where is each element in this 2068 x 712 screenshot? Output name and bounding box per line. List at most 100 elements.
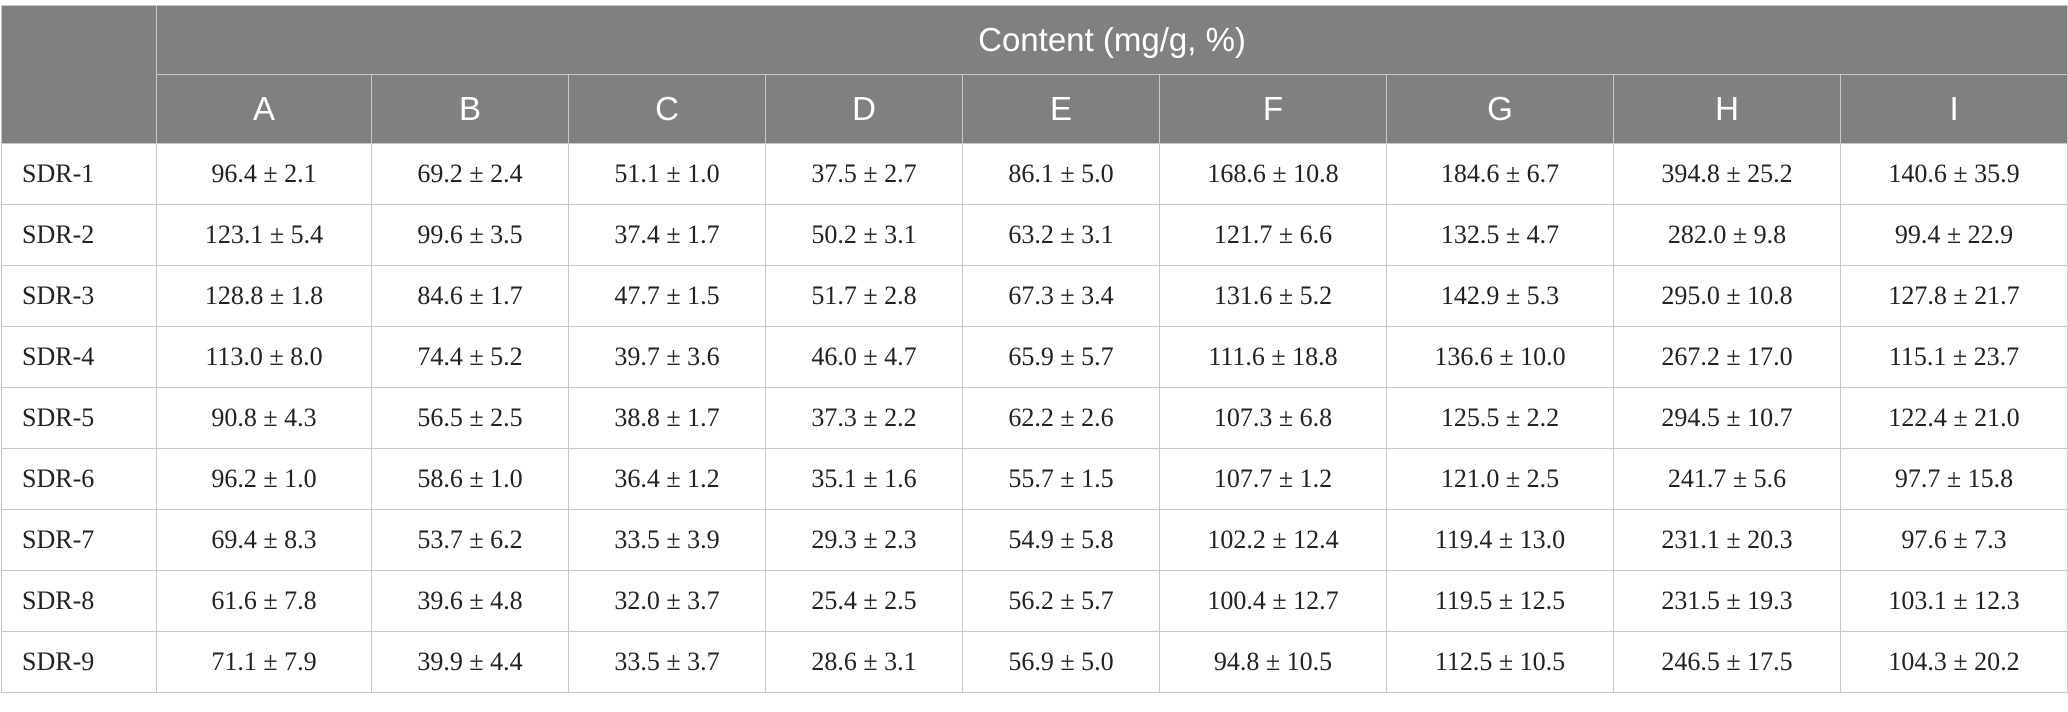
value-cell-c: 33.5 ± 3.9 xyxy=(568,509,766,571)
value-cell-g: 125.5 ± 2.2 xyxy=(1386,387,1614,449)
value-cell-e: 56.9 ± 5.0 xyxy=(962,631,1160,693)
value-cell-h: 231.1 ± 20.3 xyxy=(1613,509,1841,571)
value-cell-g: 184.6 ± 6.7 xyxy=(1386,143,1614,205)
value-cell-d: 25.4 ± 2.5 xyxy=(765,570,963,632)
value-cell-g: 121.0 ± 2.5 xyxy=(1386,448,1614,510)
value-cell-d: 46.0 ± 4.7 xyxy=(765,326,963,388)
value-cell-h: 282.0 ± 9.8 xyxy=(1613,204,1841,266)
value-cell-f: 100.4 ± 12.7 xyxy=(1159,570,1387,632)
table-row: SDR-7 69.4 ± 8.3 53.7 ± 6.2 33.5 ± 3.9 29.3 … xyxy=(1,509,2068,571)
value-cell-h: 294.5 ± 10.7 xyxy=(1613,387,1841,449)
value-cell-h: 295.0 ± 10.8 xyxy=(1613,265,1841,327)
table-row: SDR-9 71.1 ± 7.9 39.9 ± 4.4 33.5 ± 3.7 28.6 … xyxy=(1,631,2068,693)
value-cell-i: 104.3 ± 20.2 xyxy=(1839,631,2068,693)
sample-label-cell: SDR-4 xyxy=(1,326,157,388)
table-row: SDR-5 90.8 ± 4.3 56.5 ± 2.5 38.8 ± 1.7 37.3 … xyxy=(1,387,2068,449)
value-cell-c: 38.8 ± 1.7 xyxy=(568,387,766,449)
sample-label-cell: SDR-6 xyxy=(1,448,157,510)
value-cell-b: 39.9 ± 4.4 xyxy=(371,631,569,693)
value-cell-b: 84.6 ± 1.7 xyxy=(371,265,569,327)
value-cell-h: 267.2 ± 17.0 xyxy=(1613,326,1841,388)
table-row: SDR-6 96.2 ± 1.0 58.6 ± 1.0 36.4 ± 1.2 35.1 … xyxy=(1,448,2068,510)
value-cell-c: 51.1 ± 1.0 xyxy=(568,143,766,205)
column-header-h: H xyxy=(1613,74,1841,144)
value-cell-f: 107.3 ± 6.8 xyxy=(1159,387,1387,449)
value-cell-c: 32.0 ± 3.7 xyxy=(568,570,766,632)
value-cell-h: 246.5 ± 17.5 xyxy=(1613,631,1841,693)
value-cell-f: 102.2 ± 12.4 xyxy=(1159,509,1387,571)
column-header-d: D xyxy=(765,74,963,144)
value-cell-c: 33.5 ± 3.7 xyxy=(568,631,766,693)
corner-header-cell xyxy=(1,5,157,144)
value-cell-b: 39.6 ± 4.8 xyxy=(371,570,569,632)
value-cell-e: 86.1 ± 5.0 xyxy=(962,143,1160,205)
column-header-e: E xyxy=(962,74,1160,144)
value-cell-a: 128.8 ± 1.8 xyxy=(156,265,372,327)
value-cell-e: 65.9 ± 5.7 xyxy=(962,326,1160,388)
value-cell-a: 113.0 ± 8.0 xyxy=(156,326,372,388)
value-cell-d: 37.3 ± 2.2 xyxy=(765,387,963,449)
value-cell-c: 47.7 ± 1.5 xyxy=(568,265,766,327)
value-cell-h: 394.8 ± 25.2 xyxy=(1613,143,1841,205)
value-cell-i: 122.4 ± 21.0 xyxy=(1839,387,2068,449)
value-cell-b: 53.7 ± 6.2 xyxy=(371,509,569,571)
column-header-i: I xyxy=(1839,74,2068,144)
value-cell-e: 56.2 ± 5.7 xyxy=(962,570,1160,632)
table-body: SDR-1 96.4 ± 2.1 69.2 ± 2.4 51.1 ± 1.0 37.5 … xyxy=(1,143,2068,693)
value-cell-i: 140.6 ± 35.9 xyxy=(1839,143,2068,205)
value-cell-i: 103.1 ± 12.3 xyxy=(1839,570,2068,632)
value-cell-e: 67.3 ± 3.4 xyxy=(962,265,1160,327)
column-header-a: A xyxy=(156,74,372,144)
sample-label-cell: SDR-1 xyxy=(1,143,157,205)
column-header-f: F xyxy=(1159,74,1387,144)
value-cell-i: 115.1 ± 23.7 xyxy=(1839,326,2068,388)
value-cell-b: 69.2 ± 2.4 xyxy=(371,143,569,205)
table-row: SDR-8 61.6 ± 7.8 39.6 ± 4.8 32.0 ± 3.7 25.4 … xyxy=(1,570,2068,632)
sample-label-cell: SDR-2 xyxy=(1,204,157,266)
value-cell-f: 107.7 ± 1.2 xyxy=(1159,448,1387,510)
value-cell-g: 119.5 ± 12.5 xyxy=(1386,570,1614,632)
value-cell-f: 111.6 ± 18.8 xyxy=(1159,326,1387,388)
sample-label-cell: SDR-9 xyxy=(1,631,157,693)
value-cell-i: 99.4 ± 22.9 xyxy=(1839,204,2068,266)
value-cell-i: 127.8 ± 21.7 xyxy=(1839,265,2068,327)
value-cell-i: 97.7 ± 15.8 xyxy=(1839,448,2068,510)
value-cell-f: 94.8 ± 10.5 xyxy=(1159,631,1387,693)
value-cell-a: 61.6 ± 7.8 xyxy=(156,570,372,632)
table-row: SDR-2 123.1 ± 5.4 99.6 ± 3.5 37.4 ± 1.7 50.2… xyxy=(1,204,2068,266)
value-cell-e: 54.9 ± 5.8 xyxy=(962,509,1160,571)
value-cell-d: 37.5 ± 2.7 xyxy=(765,143,963,205)
value-cell-d: 35.1 ± 1.6 xyxy=(765,448,963,510)
value-cell-g: 112.5 ± 10.5 xyxy=(1386,631,1614,693)
value-cell-g: 119.4 ± 13.0 xyxy=(1386,509,1614,571)
value-cell-b: 99.6 ± 3.5 xyxy=(371,204,569,266)
sample-label-cell: SDR-7 xyxy=(1,509,157,571)
header-row-group: Content (mg/g, %) xyxy=(1,5,2068,144)
value-cell-a: 69.4 ± 8.3 xyxy=(156,509,372,571)
sample-label-cell: SDR-5 xyxy=(1,387,157,449)
value-cell-a: 96.2 ± 1.0 xyxy=(156,448,372,510)
value-cell-d: 50.2 ± 3.1 xyxy=(765,204,963,266)
column-header-g: G xyxy=(1386,74,1614,144)
value-cell-d: 29.3 ± 2.3 xyxy=(765,509,963,571)
value-cell-e: 63.2 ± 3.1 xyxy=(962,204,1160,266)
table-row: SDR-3 128.8 ± 1.8 84.6 ± 1.7 47.7 ± 1.5 51.7… xyxy=(1,265,2068,327)
value-cell-b: 74.4 ± 5.2 xyxy=(371,326,569,388)
table-row: SDR-1 96.4 ± 2.1 69.2 ± 2.4 51.1 ± 1.0 37.5 … xyxy=(1,143,2068,205)
value-cell-f: 168.6 ± 10.8 xyxy=(1159,143,1387,205)
value-cell-i: 97.6 ± 7.3 xyxy=(1839,509,2068,571)
value-cell-f: 121.7 ± 6.6 xyxy=(1159,204,1387,266)
group-header-content: Content (mg/g, %) xyxy=(155,5,2068,75)
value-cell-f: 131.6 ± 5.2 xyxy=(1159,265,1387,327)
value-cell-b: 58.6 ± 1.0 xyxy=(371,448,569,510)
value-cell-d: 51.7 ± 2.8 xyxy=(765,265,963,327)
value-cell-g: 136.6 ± 10.0 xyxy=(1386,326,1614,388)
table-row: SDR-4 113.0 ± 8.0 74.4 ± 5.2 39.7 ± 3.6 46.0… xyxy=(1,326,2068,388)
value-cell-a: 90.8 ± 4.3 xyxy=(156,387,372,449)
value-cell-e: 62.2 ± 2.6 xyxy=(962,387,1160,449)
value-cell-d: 28.6 ± 3.1 xyxy=(765,631,963,693)
sample-label-cell: SDR-8 xyxy=(1,570,157,632)
value-cell-a: 96.4 ± 2.1 xyxy=(156,143,372,205)
value-cell-c: 36.4 ± 1.2 xyxy=(568,448,766,510)
